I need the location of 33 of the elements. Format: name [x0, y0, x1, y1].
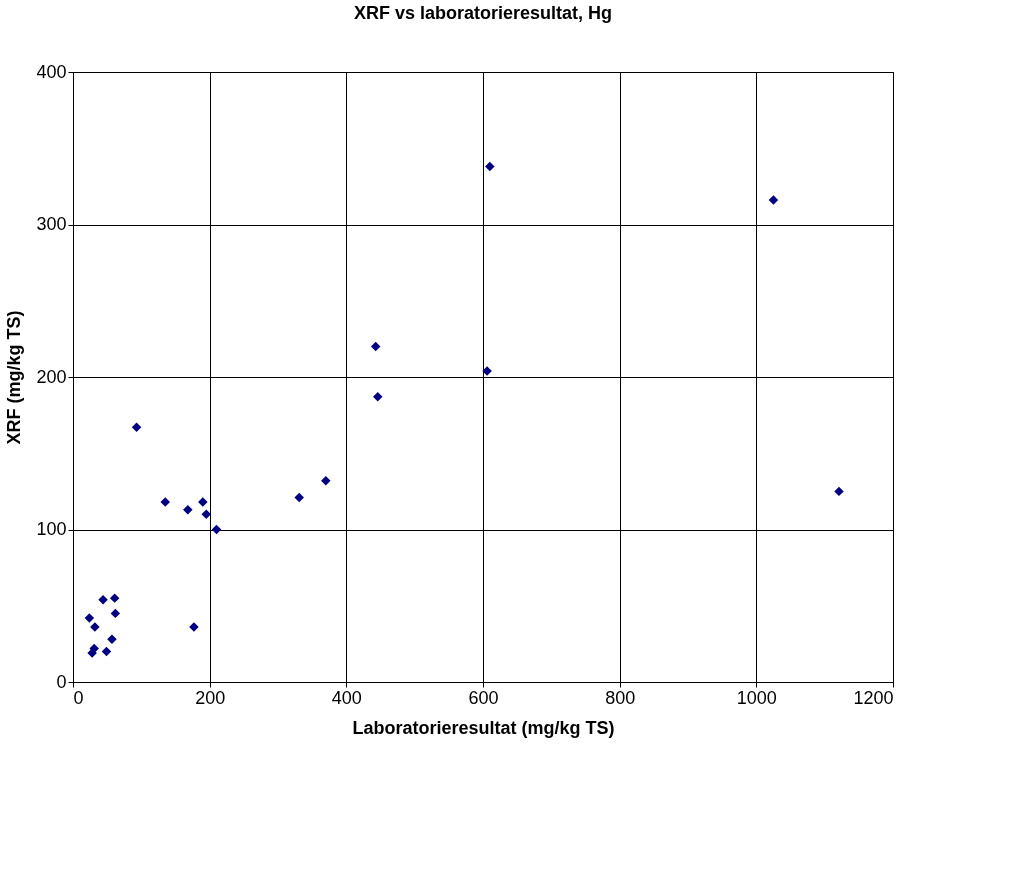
point: [485, 161, 495, 172]
point: [131, 422, 142, 433]
chart-title: XRF vs laboratorieresultat, Hg: [353, 3, 613, 23]
y-axis-title: XRF (mg/kg TS): [4, 310, 25, 445]
y-tick-label: 100: [36, 519, 67, 539]
point: [109, 593, 120, 603]
x-tick-label: 200: [195, 687, 226, 708]
x-tick-label: 0: [73, 687, 84, 708]
y-tick-label: 0: [56, 671, 67, 692]
point: [160, 497, 170, 507]
point: [201, 509, 211, 519]
y-tick-label: 400: [36, 61, 67, 82]
x-tick-label: 1200: [853, 687, 894, 708]
point: [373, 392, 383, 402]
x-tick-label: 400: [331, 687, 362, 708]
y-tick-label: 200: [36, 366, 67, 387]
x-tick-label: 1000: [736, 687, 777, 708]
point: [84, 613, 95, 623]
point: [107, 634, 117, 645]
point: [321, 475, 331, 486]
x-tick-label: 800: [605, 687, 636, 708]
x-axis-title: Laboratorieresultat (mg/kg TS): [352, 717, 615, 738]
point: [183, 504, 193, 515]
x-tick-label: 600: [468, 687, 499, 708]
point: [98, 594, 108, 605]
point: [768, 195, 779, 205]
point: [370, 341, 381, 352]
point: [211, 524, 222, 535]
point: [110, 608, 121, 619]
point: [834, 486, 844, 497]
y-tick-label: 300: [36, 214, 67, 234]
point: [294, 492, 304, 503]
point: [101, 646, 112, 657]
